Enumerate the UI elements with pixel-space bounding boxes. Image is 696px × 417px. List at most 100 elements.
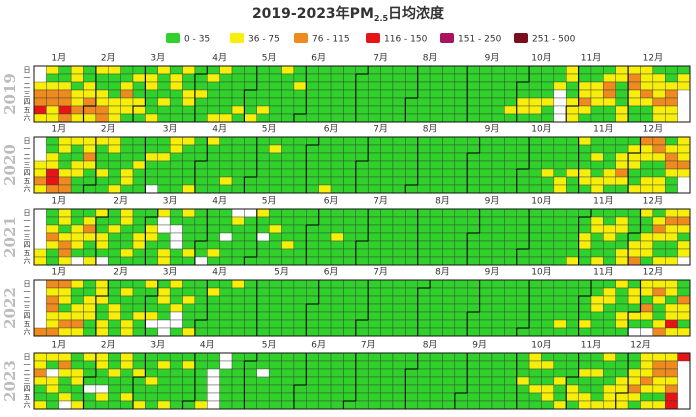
day-cell [108, 184, 121, 194]
day-cell [318, 160, 332, 170]
day-cell [603, 232, 616, 242]
legend-swatch [440, 33, 454, 43]
day-cell [182, 184, 196, 194]
day-cell [219, 352, 233, 362]
day-cell [467, 81, 480, 91]
day-cell [615, 384, 629, 394]
day-cell [58, 384, 72, 394]
day-cell [504, 384, 517, 394]
month-label: 4月 [212, 196, 227, 207]
day-cell [207, 303, 220, 313]
day-cell [467, 208, 480, 218]
day-cell [590, 368, 604, 378]
day-cell [442, 232, 456, 242]
day-cell [442, 65, 456, 75]
day-cell [95, 216, 109, 226]
day-cell [516, 319, 530, 329]
day-cell [95, 144, 109, 154]
day-cell [479, 184, 493, 194]
day-cell [231, 168, 245, 178]
day-cell [652, 303, 666, 313]
day-cell [120, 216, 134, 226]
day-cell [516, 400, 530, 410]
day-cell [405, 248, 418, 258]
day-cell [330, 152, 344, 162]
day-cell [132, 152, 146, 162]
day-cell [479, 152, 493, 162]
day-cell [640, 256, 654, 266]
day-cell [83, 105, 97, 115]
day-cell [231, 295, 245, 305]
day-cell [392, 384, 406, 394]
day-cell [380, 319, 394, 329]
day-cell [603, 136, 616, 146]
day-cell [70, 113, 84, 123]
day-cell [504, 224, 517, 234]
day-cell [578, 73, 592, 83]
day-cell [380, 136, 394, 146]
day-cell [70, 152, 84, 162]
day-cell [627, 224, 641, 234]
day-cell [429, 184, 443, 194]
day-cell [108, 392, 121, 402]
day-cell [528, 384, 542, 394]
day-cell [615, 360, 629, 370]
day-cell [268, 303, 282, 313]
day-cell [58, 168, 72, 178]
day-cell [367, 184, 381, 194]
day-cell [553, 73, 567, 83]
day-cell [33, 392, 47, 402]
day-cell [491, 303, 505, 313]
day-cell [541, 392, 555, 402]
day-cell [306, 144, 319, 154]
day-cell [516, 216, 530, 226]
day-cell [640, 81, 654, 91]
day-cell [553, 392, 567, 402]
day-cell [306, 319, 319, 329]
day-cell [504, 311, 517, 321]
day-cell [132, 160, 146, 170]
day-cell [504, 327, 517, 337]
month-label: 8月 [423, 53, 438, 64]
day-cell [516, 311, 530, 321]
day-cell [120, 113, 134, 123]
day-cell [58, 352, 72, 362]
day-cell [566, 287, 579, 297]
day-cell [343, 287, 357, 297]
day-cell [442, 384, 456, 394]
day-cell [355, 216, 369, 226]
day-cell [268, 176, 282, 186]
day-cell [169, 352, 183, 362]
day-cell [442, 327, 456, 337]
day-cell [83, 279, 97, 289]
day-cell [355, 400, 369, 410]
day-cell [516, 303, 530, 313]
day-cell [132, 303, 146, 313]
day-cell [207, 224, 220, 234]
day-cell [504, 89, 517, 99]
day-cell [219, 392, 233, 402]
day-cell [194, 136, 208, 146]
day-cell [194, 327, 208, 337]
day-cell [219, 376, 233, 386]
month-label: 10月 [531, 196, 551, 207]
day-cell [429, 360, 443, 370]
day-cell [615, 224, 629, 234]
day-cell [615, 311, 629, 321]
day-cell [652, 327, 666, 337]
day-cell [665, 160, 678, 170]
day-cell [145, 319, 158, 329]
month-label: 7月 [373, 124, 388, 135]
day-cell [627, 160, 641, 170]
day-cell [70, 65, 84, 75]
day-cell [231, 287, 245, 297]
day-cell [479, 319, 493, 329]
day-cell [405, 232, 418, 242]
day-cell [58, 152, 72, 162]
day-cell [145, 248, 158, 258]
day-cell [108, 105, 121, 115]
day-cell [244, 144, 257, 154]
day-cell [268, 248, 282, 258]
day-cell [256, 240, 270, 250]
day-cell [83, 224, 97, 234]
